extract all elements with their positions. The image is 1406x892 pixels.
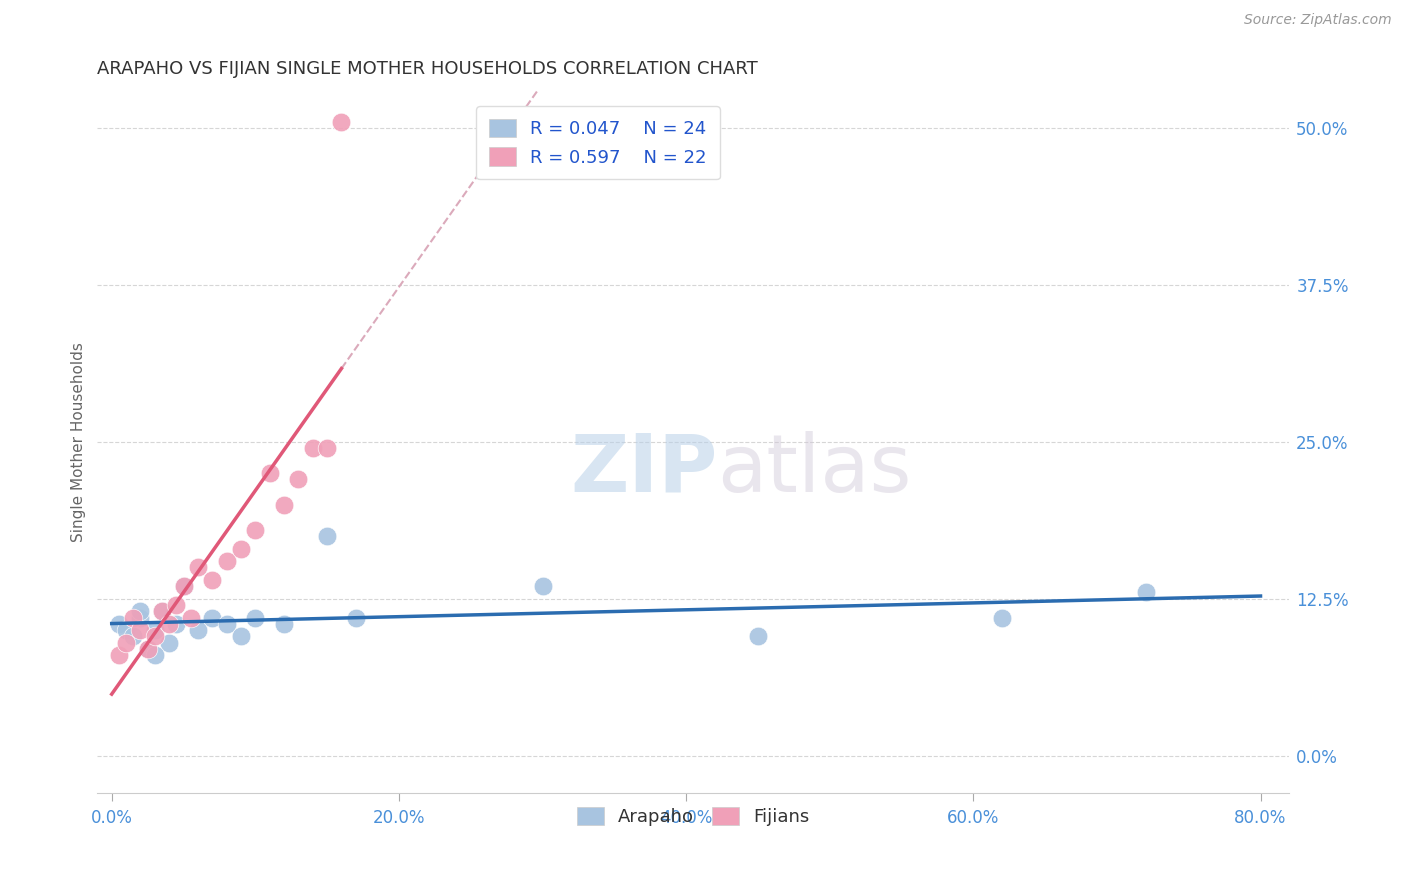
Point bbox=[330, 114, 353, 128]
Point bbox=[1135, 585, 1157, 599]
Point bbox=[115, 623, 138, 637]
Point bbox=[229, 541, 252, 556]
Text: ZIP: ZIP bbox=[569, 431, 717, 509]
Point bbox=[287, 473, 309, 487]
Point bbox=[301, 441, 323, 455]
Text: ARAPAHO VS FIJIAN SINGLE MOTHER HOUSEHOLDS CORRELATION CHART: ARAPAHO VS FIJIAN SINGLE MOTHER HOUSEHOL… bbox=[97, 60, 758, 78]
Point bbox=[143, 629, 166, 643]
Point bbox=[187, 560, 209, 574]
Point bbox=[122, 610, 145, 624]
Point bbox=[273, 498, 295, 512]
Point bbox=[245, 523, 267, 537]
Point bbox=[215, 554, 238, 568]
Point bbox=[150, 604, 173, 618]
Point bbox=[316, 529, 339, 543]
Point bbox=[115, 636, 138, 650]
Point bbox=[531, 579, 554, 593]
Point bbox=[157, 636, 180, 650]
Point bbox=[180, 610, 202, 624]
Point bbox=[129, 610, 152, 624]
Point bbox=[150, 604, 173, 618]
Point bbox=[215, 616, 238, 631]
Point bbox=[143, 623, 166, 637]
Point bbox=[259, 466, 281, 480]
Point bbox=[991, 610, 1014, 624]
Point bbox=[157, 616, 180, 631]
Point bbox=[316, 441, 339, 455]
Point bbox=[273, 616, 295, 631]
Point bbox=[344, 610, 367, 624]
Text: Source: ZipAtlas.com: Source: ZipAtlas.com bbox=[1244, 13, 1392, 28]
Point bbox=[187, 623, 209, 637]
Point bbox=[136, 642, 159, 657]
Point bbox=[129, 623, 152, 637]
Point bbox=[108, 616, 131, 631]
Point bbox=[173, 579, 195, 593]
Point bbox=[229, 629, 252, 643]
Point bbox=[165, 616, 187, 631]
Point bbox=[165, 598, 187, 612]
Point bbox=[201, 610, 224, 624]
Point bbox=[173, 579, 195, 593]
Point bbox=[108, 648, 131, 663]
Point bbox=[129, 604, 152, 618]
Point bbox=[143, 648, 166, 663]
Text: atlas: atlas bbox=[717, 431, 911, 509]
Point bbox=[136, 642, 159, 657]
Point bbox=[201, 573, 224, 587]
Point bbox=[122, 629, 145, 643]
Y-axis label: Single Mother Households: Single Mother Households bbox=[72, 342, 86, 541]
Legend: Arapaho, Fijians: Arapaho, Fijians bbox=[569, 800, 817, 833]
Point bbox=[245, 610, 267, 624]
Point bbox=[747, 629, 769, 643]
